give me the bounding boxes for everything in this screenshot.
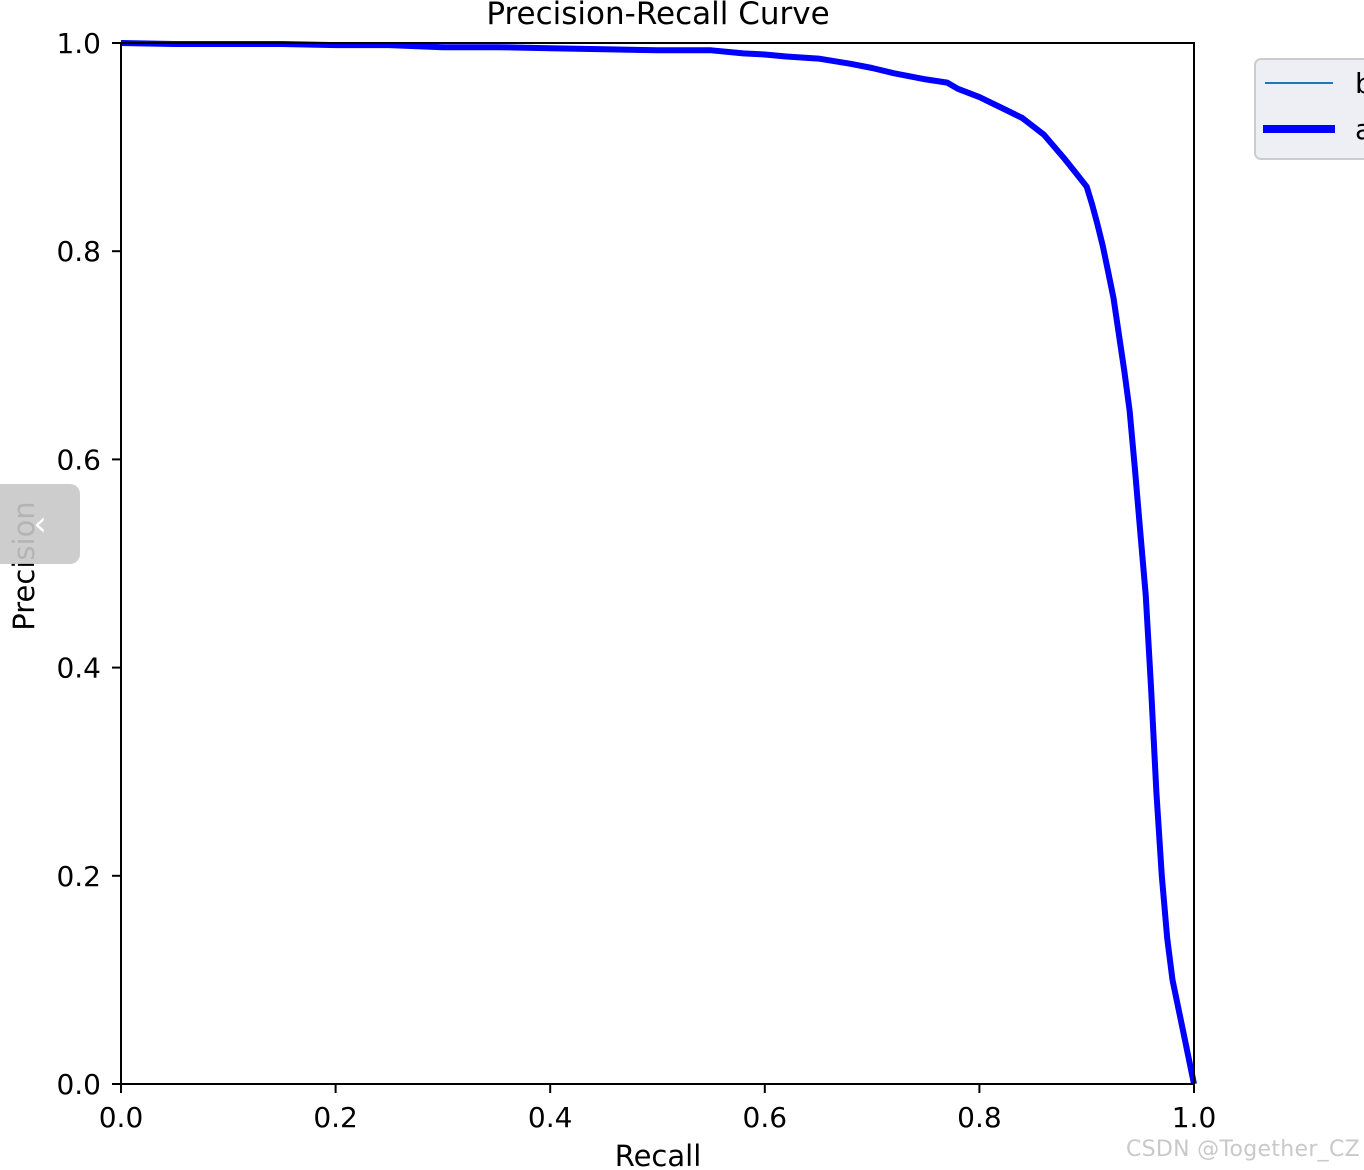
watermark: CSDN @Together_CZ bbox=[1125, 1137, 1360, 1162]
x-tick-label: 0.4 bbox=[528, 1101, 573, 1134]
y-axis-ticks: 0.0 0.2 0.4 0.6 0.8 1.0 bbox=[56, 27, 121, 1101]
x-tick-label: 1.0 bbox=[1172, 1101, 1217, 1134]
y-tick-label: 0.0 bbox=[56, 1068, 101, 1101]
x-axis-label: Recall bbox=[615, 1139, 702, 1170]
y-tick-label: 0.2 bbox=[56, 860, 101, 893]
y-tick-label: 0.4 bbox=[56, 652, 101, 685]
legend-box bbox=[1254, 58, 1364, 160]
chart-title: Precision-Recall Curve bbox=[486, 0, 829, 32]
plot-frame bbox=[120, 42, 1195, 1085]
series-line-a bbox=[120, 40, 1197, 1085]
x-tick-label: 0.6 bbox=[743, 1101, 788, 1134]
chevron-left-icon: ‹ bbox=[33, 504, 47, 544]
legend: b a bbox=[1254, 58, 1364, 160]
x-tick-label: 0.2 bbox=[313, 1101, 358, 1134]
x-tick-label: 0.8 bbox=[957, 1101, 1002, 1134]
legend-label-a: a bbox=[1355, 113, 1364, 146]
x-axis-ticks: 0.0 0.2 0.4 0.6 0.8 1.0 bbox=[99, 1084, 1217, 1134]
y-tick-label: 1.0 bbox=[56, 27, 101, 60]
plot-lines bbox=[120, 40, 1197, 1085]
side-toggle-button[interactable]: ‹ bbox=[0, 484, 80, 564]
legend-label-b: b bbox=[1355, 67, 1364, 100]
x-tick-label: 0.0 bbox=[99, 1101, 144, 1134]
y-tick-label: 0.8 bbox=[56, 235, 101, 268]
y-tick-label: 0.6 bbox=[56, 443, 101, 476]
